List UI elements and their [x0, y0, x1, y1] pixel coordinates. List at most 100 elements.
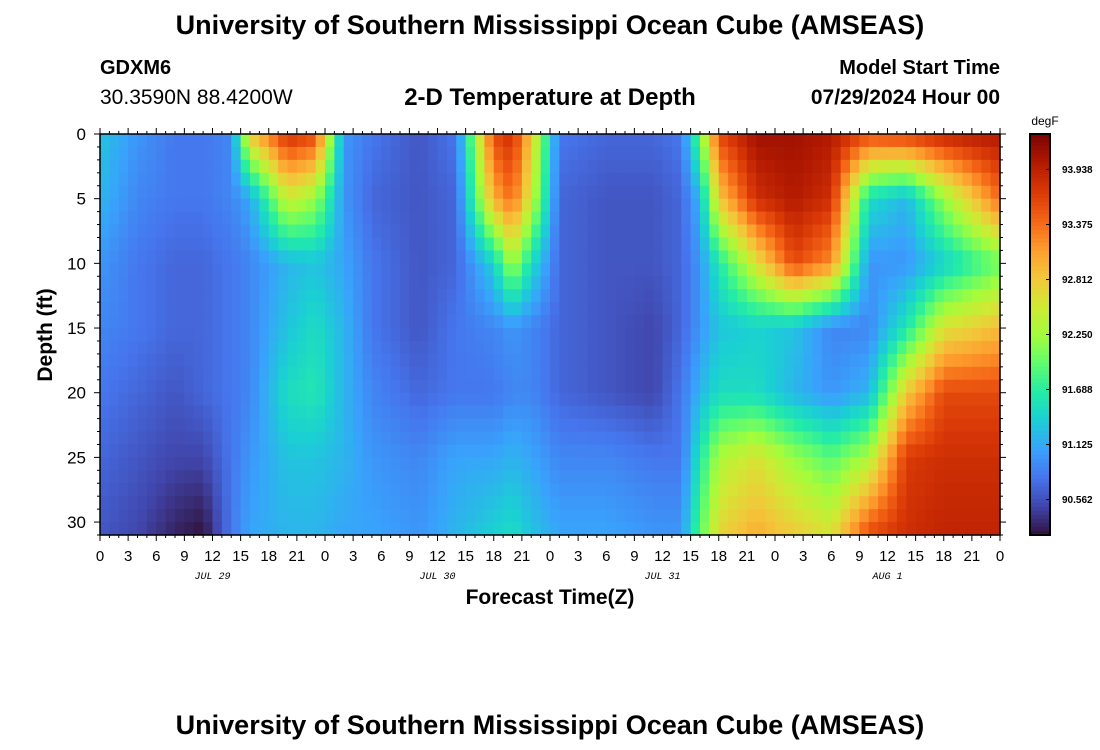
heatmap-cell — [756, 353, 767, 368]
heatmap-cell — [878, 353, 889, 368]
heatmap-cell — [371, 198, 382, 213]
heatmap-cell — [231, 418, 242, 433]
heatmap-cell — [540, 444, 551, 458]
heatmap-cell — [765, 185, 776, 200]
heatmap-cell — [503, 172, 514, 187]
heatmap-cell — [671, 392, 682, 407]
heatmap-cell — [203, 496, 214, 510]
heatmap-cell — [587, 146, 598, 161]
heatmap-cell — [221, 211, 232, 226]
heatmap-cell — [962, 496, 973, 510]
heatmap-cell — [259, 483, 270, 497]
heatmap-cell — [484, 340, 495, 355]
colorbar-cell — [1030, 338, 1050, 344]
heatmap-cell — [596, 224, 607, 239]
heatmap-cell — [325, 250, 335, 264]
heatmap-cell — [756, 263, 767, 277]
heatmap-cell — [615, 185, 626, 200]
heatmap-cell — [981, 185, 992, 200]
heatmap-cell — [493, 159, 504, 174]
heatmap-cell — [737, 159, 748, 174]
heatmap-cell — [775, 353, 785, 368]
heatmap-cell — [128, 237, 139, 252]
heatmap-cell — [681, 470, 692, 484]
heatmap-cell — [278, 237, 289, 252]
heatmap-cell — [437, 211, 448, 226]
heatmap-cell — [531, 302, 542, 316]
heatmap-cell — [896, 496, 907, 510]
heatmap-cell — [718, 405, 729, 420]
heatmap-cell — [681, 315, 692, 329]
x-tick-label: 18 — [260, 548, 277, 565]
heatmap-cell — [962, 159, 973, 174]
heatmap-cell — [381, 185, 392, 200]
heatmap-cell — [278, 276, 289, 290]
heatmap-cell — [193, 146, 204, 161]
heatmap-cell — [146, 146, 157, 161]
heatmap-cell — [512, 159, 523, 174]
heatmap-cell — [971, 353, 982, 368]
heatmap-cell — [568, 198, 579, 213]
heatmap-cell — [221, 185, 232, 200]
heatmap-cell — [503, 237, 514, 252]
heatmap-cell — [456, 418, 467, 433]
heatmap-cell — [221, 405, 232, 420]
heatmap-cell — [887, 340, 898, 355]
heatmap-cell — [240, 379, 251, 394]
heatmap-cell — [465, 328, 476, 342]
heatmap-cell — [521, 302, 532, 316]
heatmap-cell — [456, 198, 467, 213]
heatmap-cell — [925, 328, 935, 342]
heatmap-cell — [643, 315, 654, 329]
heatmap-cell — [934, 405, 945, 420]
heatmap-cell — [746, 522, 757, 536]
heatmap-cell — [981, 340, 992, 355]
heatmap-cell — [765, 172, 776, 187]
heatmap-cell — [737, 392, 748, 407]
heatmap-cell — [587, 276, 598, 290]
heatmap-cell — [259, 328, 270, 342]
heatmap-cell — [634, 444, 645, 458]
heatmap-cell — [381, 470, 392, 484]
heatmap-cell — [606, 405, 617, 420]
heatmap-cell — [165, 237, 176, 252]
heatmap-cell — [371, 211, 382, 226]
heatmap-cell — [540, 172, 551, 187]
heatmap-cell — [362, 353, 373, 368]
heatmap-cell — [193, 185, 204, 200]
heatmap-cell — [746, 159, 757, 174]
heatmap-cell — [381, 276, 392, 290]
heatmap-cell — [306, 172, 317, 187]
heatmap-cell — [737, 302, 748, 316]
heatmap-cell — [887, 289, 898, 303]
heatmap-cell — [212, 276, 223, 290]
heatmap-cell — [990, 263, 1001, 277]
heatmap-cell — [578, 211, 589, 226]
heatmap-cell — [456, 250, 467, 264]
heatmap-cell — [915, 159, 926, 174]
heatmap-cell — [596, 470, 607, 484]
heatmap-cell — [428, 353, 439, 368]
heatmap-cell — [643, 198, 654, 213]
heatmap-cell — [746, 340, 757, 355]
heatmap-cell — [606, 457, 617, 471]
heatmap-cell — [484, 263, 495, 277]
heatmap-cell — [362, 134, 373, 148]
heatmap-cell — [784, 444, 795, 458]
x-tick-label: 9 — [180, 548, 188, 565]
heatmap-cell — [137, 496, 148, 510]
heatmap-cell — [587, 431, 598, 446]
heatmap-cell — [700, 379, 710, 394]
heatmap-cell — [287, 146, 298, 161]
heatmap-cell — [981, 198, 992, 213]
heatmap-cell — [578, 418, 589, 433]
heatmap-cell — [615, 431, 626, 446]
heatmap-cell — [512, 185, 523, 200]
heatmap-cell — [268, 224, 279, 239]
heatmap-cell — [437, 276, 448, 290]
colorbar-cell — [1030, 514, 1050, 520]
heatmap-cell — [137, 211, 148, 226]
colorbar-cell — [1030, 182, 1050, 187]
heatmap-cell — [765, 146, 776, 161]
colorbar-cell — [1030, 458, 1050, 464]
